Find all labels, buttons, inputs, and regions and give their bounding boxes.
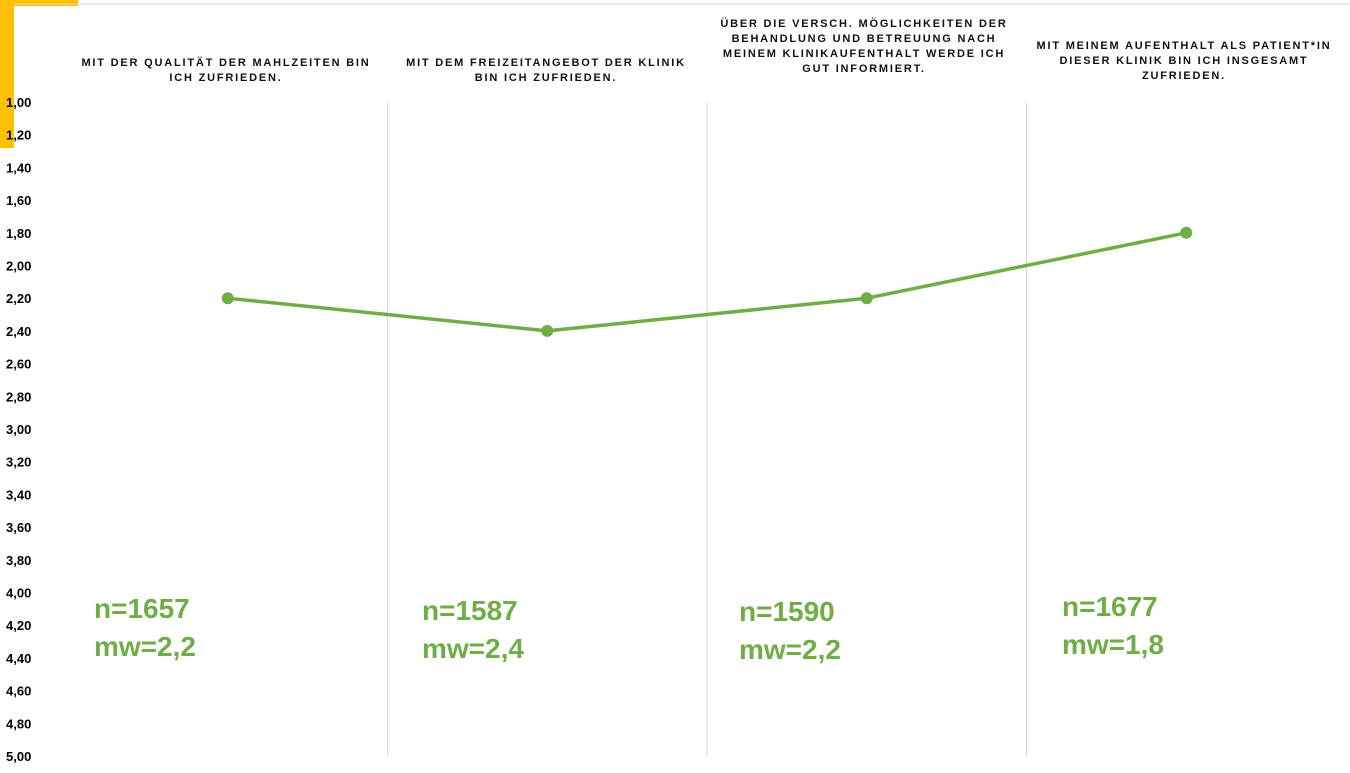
stat-annotation-3: n=1590 mw=2,2	[739, 593, 841, 669]
y-tick-label: 1,40	[6, 160, 31, 175]
y-tick-label: 3,20	[6, 455, 31, 470]
category-label-2: MIT DEM FREIZEITANGEBOT DER KLINIK BIN I…	[406, 57, 686, 84]
y-tick-label: 3,60	[6, 520, 31, 535]
y-tick-label: 2,00	[6, 259, 31, 274]
data-point	[221, 292, 234, 305]
stat-annotation-2: n=1587 mw=2,4	[422, 592, 524, 668]
stat-annotation-4: n=1677 mw=1,8	[1062, 588, 1164, 664]
y-tick-label: 3,80	[6, 553, 31, 568]
y-tick-label: 3,40	[6, 487, 31, 502]
y-tick-label: 4,20	[6, 618, 31, 633]
y-tick-label: 5,00	[6, 749, 31, 764]
y-tick-label: 2,60	[6, 357, 31, 372]
y-tick-label: 1,80	[6, 226, 31, 241]
series-line	[226, 231, 1188, 333]
stat-mw-4: mw=1,8	[1062, 629, 1164, 660]
stat-n-1: n=1657	[94, 593, 190, 624]
stat-annotation-1: n=1657 mw=2,2	[94, 590, 196, 666]
data-point	[1180, 226, 1193, 239]
y-tick-label: 2,20	[6, 291, 31, 306]
y-tick-label: 1,60	[6, 193, 31, 208]
y-tick-label: 3,00	[6, 422, 31, 437]
y-tick-label: 4,60	[6, 684, 31, 699]
category-label-4: MIT MEINEM AUFENTHALT ALS PATIENT*IN DIE…	[1036, 40, 1332, 82]
stat-mw-2: mw=2,4	[422, 633, 524, 664]
data-point	[541, 324, 554, 337]
y-tick-label: 4,00	[6, 586, 31, 601]
y-tick-label: 4,40	[6, 651, 31, 666]
stat-n-4: n=1677	[1062, 591, 1158, 622]
category-label-1: MIT DER QUALITÄT DER MAHLZEITEN BIN ICH …	[81, 57, 371, 84]
stat-mw-3: mw=2,2	[739, 634, 841, 665]
stat-mw-1: mw=2,2	[94, 631, 196, 662]
y-tick-label: 2,40	[6, 324, 31, 339]
accent-corner-bar	[0, 0, 78, 6]
category-label-3: ÜBER DIE VERSCH. MÖGLICHKEITEN DER BEHAN…	[720, 18, 1008, 75]
data-point	[860, 292, 873, 305]
y-tick-label: 2,80	[6, 389, 31, 404]
y-tick-label: 4,80	[6, 716, 31, 731]
stat-n-3: n=1590	[739, 596, 835, 627]
accent-side-bar	[0, 0, 14, 148]
stat-n-2: n=1587	[422, 595, 518, 626]
y-tick-label: 1,20	[6, 128, 31, 143]
y-tick-label: 1,00	[6, 95, 31, 110]
